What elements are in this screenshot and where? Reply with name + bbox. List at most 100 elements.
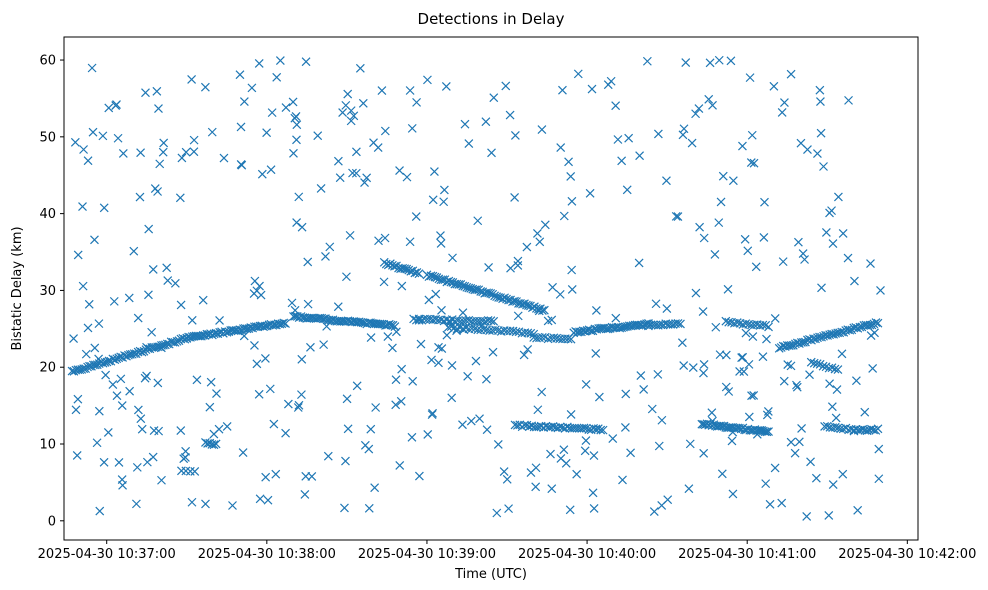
detection-marker — [653, 129, 663, 139]
detection-marker — [222, 421, 232, 431]
detection-marker — [294, 400, 304, 410]
detection-marker — [717, 469, 727, 479]
detection-marker — [833, 423, 843, 433]
detection-marker — [743, 246, 753, 256]
detection-marker — [142, 371, 152, 381]
detection-marker — [135, 346, 145, 356]
detection-marker — [342, 272, 351, 282]
detection-marker — [342, 394, 352, 404]
plot-area-frame — [63, 36, 919, 541]
detection-marker — [806, 357, 816, 367]
detection-marker — [424, 295, 434, 305]
detection-marker — [811, 473, 821, 483]
detection-marker — [815, 85, 825, 95]
detection-marker — [673, 318, 683, 328]
detection-marker — [265, 384, 275, 394]
detection-marker — [824, 511, 834, 520]
detection-marker — [699, 233, 709, 243]
detection-marker — [482, 425, 492, 435]
detection-marker — [92, 438, 102, 448]
detection-marker — [613, 135, 623, 144]
detection-marker — [739, 367, 749, 376]
detection-marker — [540, 220, 550, 230]
detection-marker — [212, 389, 221, 398]
detection-marker — [760, 427, 770, 437]
detection-marker — [124, 293, 134, 303]
detection-marker — [726, 56, 736, 66]
detection-marker — [405, 237, 415, 247]
detection-marker — [112, 391, 122, 401]
detection-marker — [484, 262, 494, 272]
detection-marker — [211, 439, 221, 449]
detection-marker — [624, 133, 634, 143]
detection-marker — [162, 263, 172, 273]
detection-marker — [723, 284, 733, 294]
detection-marker — [434, 358, 443, 368]
detection-marker — [762, 427, 772, 437]
detection-marker — [843, 253, 853, 263]
detection-marker — [601, 324, 611, 334]
y-tick-label: 40 — [39, 207, 56, 222]
detection-marker — [397, 281, 407, 291]
detection-marker — [755, 425, 765, 435]
detection-marker — [215, 315, 224, 325]
y-tick-label: 20 — [39, 361, 56, 376]
detection-marker — [447, 315, 457, 324]
detection-marker — [175, 193, 185, 203]
detection-marker — [170, 278, 180, 288]
detection-marker — [838, 424, 848, 434]
detection-marker — [647, 404, 657, 414]
detection-marker — [220, 327, 230, 336]
detection-marker — [699, 368, 708, 378]
detection-marker — [300, 490, 310, 499]
x-axis-label: Time (UTC) — [454, 567, 527, 582]
detection-marker — [611, 101, 621, 111]
detection-marker — [88, 127, 98, 137]
detection-marker — [99, 203, 109, 213]
detection-marker — [95, 506, 105, 516]
detection-marker — [133, 313, 143, 323]
detection-marker — [292, 120, 302, 130]
detection-marker — [513, 311, 523, 321]
detection-marker — [831, 413, 841, 423]
detection-marker — [428, 195, 438, 205]
detection-marker — [201, 499, 210, 509]
detection-marker — [271, 469, 281, 479]
detection-marker — [537, 306, 547, 316]
detection-marker — [663, 495, 673, 505]
detection-marker — [463, 371, 473, 381]
detection-marker — [566, 410, 576, 419]
detection-marker — [874, 444, 884, 454]
detection-marker — [678, 130, 688, 140]
detection-marker — [338, 108, 348, 117]
detection-marker — [758, 352, 768, 362]
detection-marker — [423, 75, 432, 85]
detection-marker — [559, 211, 569, 221]
detection-marker — [843, 325, 853, 335]
detection-marker — [412, 97, 422, 107]
detection-marker — [321, 252, 330, 261]
detection-marker — [671, 211, 681, 221]
detection-marker — [537, 125, 547, 135]
detection-marker — [684, 484, 694, 494]
detection-marker — [219, 153, 229, 163]
detection-marker — [593, 424, 603, 434]
detection-marker — [833, 192, 843, 202]
x-tick-label: 2025-04-30 10:38:00 — [198, 547, 336, 562]
detection-marker — [749, 158, 759, 168]
detection-marker — [738, 141, 747, 151]
detection-marker — [786, 69, 796, 79]
detection-marker — [351, 147, 361, 157]
detection-marker — [200, 82, 210, 92]
detection-marker — [99, 457, 109, 467]
detection-marker — [777, 108, 787, 117]
detection-marker — [490, 325, 500, 335]
detection-marker — [78, 202, 87, 211]
detection-marker — [487, 148, 496, 158]
detection-marker — [866, 259, 875, 268]
detection-marker — [513, 256, 523, 266]
detection-marker — [531, 303, 541, 313]
detection-marker — [698, 307, 708, 316]
detection-marker — [290, 113, 300, 123]
